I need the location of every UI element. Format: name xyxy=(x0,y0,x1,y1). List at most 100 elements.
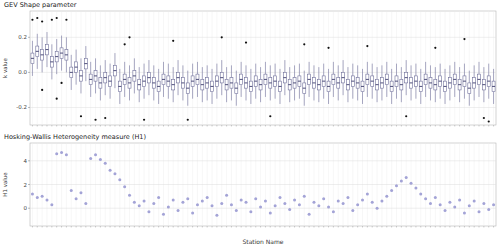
point xyxy=(322,197,325,200)
point xyxy=(463,211,466,214)
x-grid-line xyxy=(275,11,276,125)
x-tick xyxy=(260,226,261,228)
point xyxy=(215,214,218,217)
box xyxy=(327,81,330,92)
whisker-high xyxy=(323,64,324,76)
point xyxy=(147,210,150,213)
x-grid-line xyxy=(294,11,295,125)
box xyxy=(201,79,204,90)
x-tick xyxy=(313,226,314,228)
point xyxy=(327,206,330,209)
point xyxy=(196,203,199,206)
x-tick xyxy=(76,125,77,127)
median xyxy=(288,84,291,85)
x-grid-line xyxy=(289,11,290,125)
whisker-high xyxy=(279,69,280,81)
box xyxy=(351,76,354,87)
whisker-low xyxy=(124,85,125,97)
whisker-low xyxy=(216,86,217,98)
whisker-low xyxy=(401,90,402,102)
x-tick xyxy=(236,125,237,127)
x-tick xyxy=(430,226,431,228)
box xyxy=(264,74,267,85)
median xyxy=(487,81,490,82)
whisker-high xyxy=(37,34,38,46)
point xyxy=(405,176,408,179)
box xyxy=(405,72,408,83)
whisker-low xyxy=(90,85,91,97)
whisker-low xyxy=(110,86,111,98)
outlier xyxy=(41,89,43,91)
x-tick xyxy=(173,125,174,127)
median xyxy=(478,79,481,80)
whisker-high xyxy=(216,64,217,76)
x-tick xyxy=(279,226,280,228)
x-tick xyxy=(347,226,348,228)
x-grid-line xyxy=(129,11,130,125)
x-tick xyxy=(71,125,72,127)
outlier xyxy=(303,43,305,45)
x-tick xyxy=(32,226,33,228)
median xyxy=(113,70,116,71)
whisker-low xyxy=(37,57,38,69)
median xyxy=(152,82,155,83)
point xyxy=(50,203,53,206)
x-grid-line xyxy=(391,11,392,125)
whisker-low xyxy=(139,90,140,102)
box xyxy=(293,78,296,89)
x-tick xyxy=(114,125,115,127)
y-tick-label: 2 xyxy=(24,182,28,188)
whisker-high xyxy=(309,62,310,74)
median xyxy=(380,82,383,83)
whisker-high xyxy=(454,62,455,74)
x-grid xyxy=(32,143,493,228)
x-grid-line xyxy=(313,11,314,125)
median xyxy=(298,81,301,82)
point xyxy=(181,201,184,204)
box xyxy=(245,78,248,89)
whisker-high xyxy=(479,62,480,74)
median xyxy=(254,81,257,82)
point xyxy=(482,202,485,205)
x-grid-line xyxy=(367,11,368,125)
x-tick xyxy=(401,226,402,228)
whisker-high xyxy=(90,62,91,74)
x-tick xyxy=(241,125,242,127)
x-tick xyxy=(255,226,256,228)
x-grid-line xyxy=(474,11,475,125)
x-tick xyxy=(202,226,203,228)
whisker-high xyxy=(231,65,232,77)
box xyxy=(390,81,393,92)
y-tick xyxy=(28,184,30,185)
data-layer xyxy=(31,17,495,123)
point xyxy=(240,198,243,201)
outlier xyxy=(187,119,189,121)
x-tick xyxy=(221,125,222,127)
x-tick xyxy=(454,125,455,127)
whisker-high xyxy=(221,60,222,72)
x-tick xyxy=(459,226,460,228)
y-tick xyxy=(28,208,30,209)
x-tick xyxy=(415,125,416,127)
median xyxy=(385,79,388,80)
whisker-low xyxy=(333,85,334,97)
whisker-low xyxy=(430,88,431,100)
box xyxy=(274,76,277,87)
point xyxy=(346,196,349,199)
point xyxy=(478,210,481,213)
x-grid-line xyxy=(445,11,446,125)
box xyxy=(288,79,291,90)
point xyxy=(79,191,82,194)
x-tick xyxy=(255,125,256,127)
x-tick xyxy=(425,125,426,127)
whisker-low xyxy=(372,86,373,98)
box xyxy=(414,76,417,87)
whisker-low xyxy=(192,86,193,98)
whisker-high xyxy=(71,55,72,67)
x-tick xyxy=(377,125,378,127)
whisker-high xyxy=(435,67,436,79)
box xyxy=(429,78,432,89)
x-grid-line xyxy=(178,11,179,125)
whisker-high xyxy=(100,65,101,77)
x-tick xyxy=(343,226,344,228)
